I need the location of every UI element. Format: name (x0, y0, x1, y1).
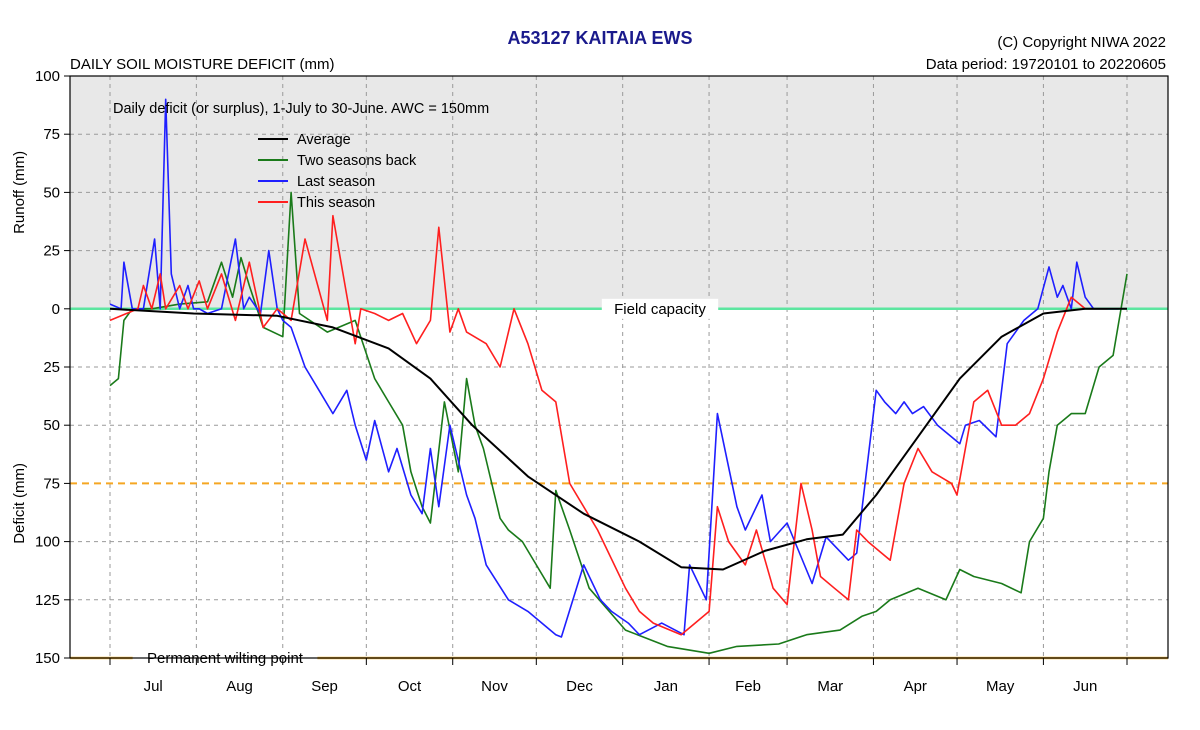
y-tick-label: 150 (35, 650, 60, 667)
x-tick-label: May (986, 678, 1015, 695)
y-tick-label: 100 (35, 68, 60, 85)
x-tick-label: Aug (226, 678, 253, 695)
legend-label: Average (297, 132, 351, 148)
deficit-panel (70, 308, 1168, 658)
series-line-this-season (109, 214, 1108, 636)
y-tick-label: 0 (52, 301, 60, 318)
y-axis-label-runoff: Runoff (mm) (11, 151, 28, 234)
y-tick-label: 75 (43, 126, 60, 143)
series-line-two-seasons-back (109, 191, 1128, 655)
x-tick-label: Nov (481, 678, 508, 695)
legend-label: Last season (297, 174, 375, 190)
x-tick-label: Sep (311, 678, 338, 695)
x-tick-label: Jun (1073, 678, 1097, 695)
x-tick-label: Oct (398, 678, 422, 695)
y-tick-label: 50 (43, 184, 60, 201)
x-tick-label: Dec (566, 678, 593, 695)
y-tick-label: 50 (43, 417, 60, 434)
x-tick-label: Jan (654, 678, 678, 695)
y-tick-label: 100 (35, 534, 60, 551)
y-axis-label-deficit: Deficit (mm) (11, 463, 28, 544)
series-line-last-season (109, 98, 1119, 638)
x-tick-label: Jul (144, 678, 163, 695)
copyright-text: (C) Copyright NIWA 2022 (997, 34, 1166, 51)
y-tick-label: 25 (43, 359, 60, 376)
legend-label: This season (297, 195, 375, 211)
x-tick-label: Apr (904, 678, 927, 695)
field-capacity-label-bg (601, 298, 719, 319)
series-line-average (109, 307, 1127, 571)
chart-subtitle: DAILY SOIL MOISTURE DEFICIT (mm) (70, 56, 335, 73)
x-tick-label: Feb (735, 678, 761, 695)
y-tick-label: 75 (43, 475, 60, 492)
y-tick-label: 25 (43, 243, 60, 260)
chart-annotation: Daily deficit (or surplus), 1-July to 30… (113, 101, 489, 117)
legend-label: Two seasons back (297, 153, 417, 169)
data-period-text: Data period: 19720101 to 20220605 (925, 56, 1166, 73)
y-tick-label: 125 (35, 592, 60, 609)
x-tick-label: Mar (817, 678, 843, 695)
field-capacity-label: Field capacity (614, 301, 706, 318)
chart-title: A53127 KAITAIA EWS (507, 28, 693, 48)
